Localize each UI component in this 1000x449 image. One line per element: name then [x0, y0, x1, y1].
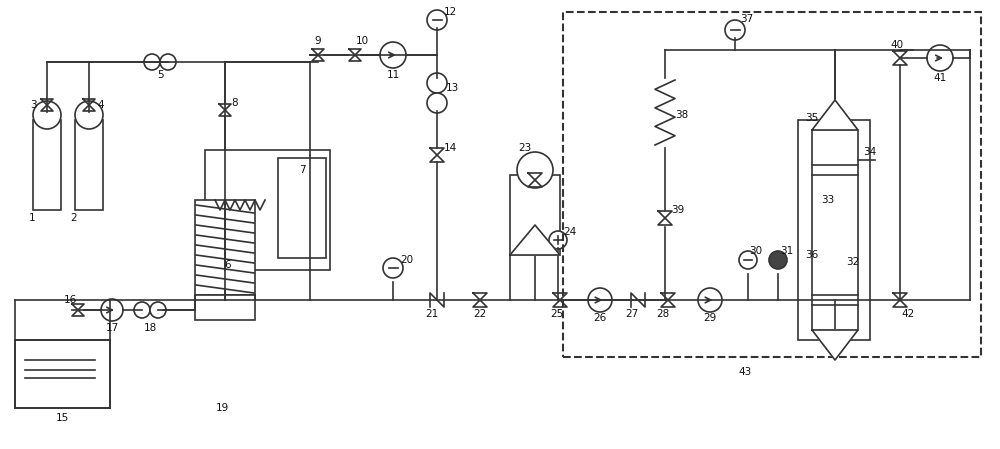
Text: 37: 37 [740, 14, 754, 24]
Circle shape [380, 42, 406, 68]
Text: 12: 12 [443, 7, 457, 17]
Bar [812, 130, 858, 330]
Text: 9: 9 [315, 36, 321, 46]
Text: 16: 16 [63, 295, 77, 305]
Circle shape [75, 101, 103, 129]
Text: 15: 15 [55, 413, 69, 423]
Text: 30: 30 [749, 246, 763, 256]
Text: 34: 34 [863, 147, 877, 157]
Text: 2: 2 [71, 213, 77, 223]
Circle shape [427, 93, 447, 113]
Circle shape [134, 302, 150, 318]
Text: 5: 5 [157, 70, 163, 80]
Polygon shape [812, 330, 858, 360]
Text: 23: 23 [518, 143, 532, 153]
Circle shape [160, 54, 176, 70]
Text: 3: 3 [30, 100, 36, 110]
Text: 11: 11 [386, 70, 400, 80]
Text: 32: 32 [846, 257, 860, 267]
Text: 6: 6 [225, 260, 231, 270]
Bar [798, 120, 870, 340]
Text: 18: 18 [143, 323, 157, 333]
Text: 10: 10 [355, 36, 369, 46]
Text: 36: 36 [805, 250, 819, 260]
Circle shape [725, 20, 745, 40]
Circle shape [769, 251, 787, 269]
Text: 13: 13 [445, 83, 459, 93]
Text: 43: 43 [738, 367, 752, 377]
Circle shape [549, 231, 567, 249]
Text: 31: 31 [780, 246, 794, 256]
Text: 26: 26 [593, 313, 607, 323]
Text: 41: 41 [933, 73, 947, 83]
Text: 42: 42 [901, 309, 915, 319]
Text: 20: 20 [400, 255, 414, 265]
Text: 27: 27 [625, 309, 639, 319]
Text: 24: 24 [563, 227, 577, 237]
Text: 28: 28 [656, 309, 670, 319]
Bar [278, 158, 326, 258]
Bar [563, 12, 981, 357]
Text: 1: 1 [29, 213, 35, 223]
Circle shape [427, 10, 447, 30]
Circle shape [927, 45, 953, 71]
Bar [195, 200, 255, 295]
Bar [205, 150, 330, 270]
Circle shape [427, 73, 447, 93]
Bar [510, 175, 560, 255]
Text: 8: 8 [232, 98, 238, 108]
Text: 38: 38 [675, 110, 689, 120]
Text: 4: 4 [98, 100, 104, 110]
Bar [33, 120, 61, 210]
Polygon shape [510, 225, 560, 255]
Bar [195, 295, 255, 320]
Circle shape [144, 54, 160, 70]
Circle shape [517, 152, 553, 188]
Text: 22: 22 [473, 309, 487, 319]
Text: 19: 19 [215, 403, 229, 413]
Text: 40: 40 [890, 40, 904, 50]
Circle shape [101, 299, 123, 321]
Bar [75, 120, 103, 210]
Text: 33: 33 [821, 195, 835, 205]
Circle shape [739, 251, 757, 269]
Polygon shape [812, 100, 858, 130]
Text: 7: 7 [299, 165, 305, 175]
Text: 17: 17 [105, 323, 119, 333]
Circle shape [33, 101, 61, 129]
Circle shape [588, 288, 612, 312]
Text: 21: 21 [425, 309, 439, 319]
Text: 39: 39 [671, 205, 685, 215]
Text: 29: 29 [703, 313, 717, 323]
Text: 14: 14 [443, 143, 457, 153]
Circle shape [698, 288, 722, 312]
Circle shape [383, 258, 403, 278]
Circle shape [150, 302, 166, 318]
Text: 25: 25 [550, 309, 564, 319]
Text: 35: 35 [805, 113, 819, 123]
Bar [15, 340, 110, 408]
